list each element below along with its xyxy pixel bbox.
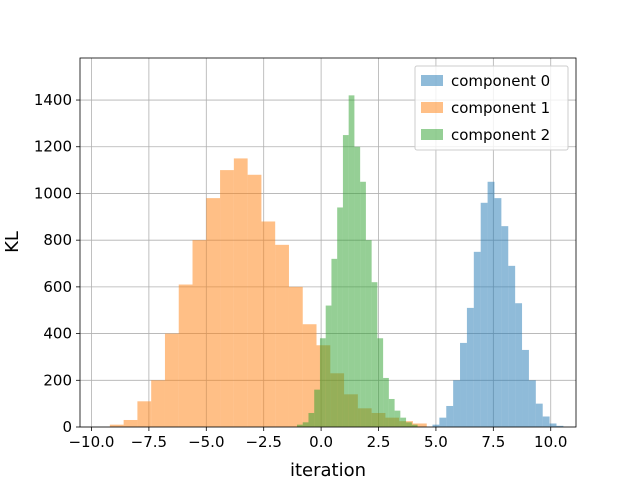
y-tick-label: 800 [43,231,72,249]
x-tick-label: 5.0 [424,433,448,451]
x-tick-label: 0.0 [309,433,333,451]
histogram-bar-component-1 [247,174,262,427]
histogram-bar-component-2 [383,377,389,427]
histogram-bar-component-1 [151,380,165,427]
histogram-bar-component-0 [535,403,543,427]
histogram-bar-component-1 [137,401,152,427]
histogram-bar-component-0 [549,423,557,427]
histogram-bar-component-0 [473,251,481,427]
histogram-bar-component-2 [319,338,326,427]
histogram-bar-component-0 [446,405,454,427]
histogram-bar-component-1 [412,423,427,427]
histogram-bar-component-0 [494,198,502,427]
histogram-bar-component-0 [432,424,440,427]
histogram-bar-component-1 [178,284,193,427]
x-tick-label: −7.5 [131,433,167,451]
histogram-bar-component-2 [325,305,332,427]
x-axis-label: iteration [290,460,366,480]
x-tick-label: −10.0 [68,433,114,451]
histogram-bar-component-2 [314,389,320,427]
y-tick-label: 200 [43,371,72,389]
histogram-bar-component-1 [302,324,317,427]
histogram-bar-component-0 [439,417,447,427]
histogram-bar-component-0 [460,342,467,427]
histogram-bar-component-2 [371,282,378,427]
y-axis-label: KL [2,231,23,253]
histogram-bar-component-0 [508,265,516,427]
histogram-bar-component-1 [261,221,276,427]
histogram-bar-component-2 [297,424,303,427]
histogram-bar-component-0 [466,307,474,427]
x-tick-label: 2.5 [367,433,391,451]
legend: component 0 component 1 component 2 [414,65,569,151]
histogram-bar-component-1 [233,158,248,427]
histogram-bar-component-2 [365,240,372,427]
histogram-bar-component-0 [515,303,523,427]
histogram-bar-component-2 [411,424,418,427]
histogram-bar-component-2 [354,146,361,428]
x-tick-label: −5.0 [188,433,224,451]
histogram-bar-component-1 [288,286,303,427]
histogram-bar-component-2 [331,258,338,427]
histogram-bar-component-1 [164,333,179,427]
y-tick-label: 400 [43,325,72,343]
legend-swatch-component-2 [421,129,443,140]
x-tick-label: −2.5 [245,433,281,451]
y-tick-label: 600 [43,278,72,296]
y-tick-label: 1200 [34,138,72,156]
histogram-bar-component-2 [360,181,366,427]
histogram-bar-component-2 [388,398,395,427]
histogram-bar-component-0 [480,202,488,427]
x-tick-label: 10.0 [534,433,567,451]
histogram-bar-component-2 [308,412,315,427]
histogram-bar-component-1 [123,419,138,427]
histogram-bar-component-1 [275,244,289,427]
legend-label-component-2: component 2 [451,126,550,144]
legend-swatch-component-0 [421,75,443,86]
histogram-bar-component-1 [192,240,207,427]
histogram-bar-component-0 [542,416,550,427]
y-tick-label: 1400 [34,91,72,109]
histogram-bar-component-0 [556,425,564,427]
histogram-bar-component-1 [206,198,221,427]
legend-label-component-1: component 1 [451,99,550,117]
histogram-bar-component-1 [109,424,124,427]
histogram-bar-component-1 [220,170,234,428]
histogram-bar-component-0 [453,380,461,427]
plot-frame [79,57,577,428]
x-tick-label: 7.5 [481,433,505,451]
histogram-bar-component-2 [394,410,401,427]
legend-box [414,65,569,151]
histogram-bar-component-0 [528,380,536,427]
histogram-bar-component-2 [400,417,407,427]
axis-ticks: −10.0 −7.5 −5.0 −2.5 0.0 2.5 5.0 7.5 10.0 0 200 400… [34,91,568,451]
histogram-bar-component-2 [302,422,309,427]
histogram-bar-component-0 [522,349,529,427]
y-tick-label: 1000 [34,184,72,202]
histogram-bar-component-0 [487,181,495,427]
histogram-bar-component-2 [337,207,343,427]
legend-swatch-component-1 [421,102,443,113]
histogram-bars [109,95,564,428]
histogram-bar-component-2 [406,422,412,427]
histogram-bar-component-2 [342,135,349,427]
y-tick-label: 0 [62,418,72,436]
histogram-bar-component-2 [348,95,355,427]
histogram-bar-component-2 [377,338,384,427]
histogram-bar-component-0 [501,226,509,427]
legend-label-component-0: component 0 [451,72,550,90]
